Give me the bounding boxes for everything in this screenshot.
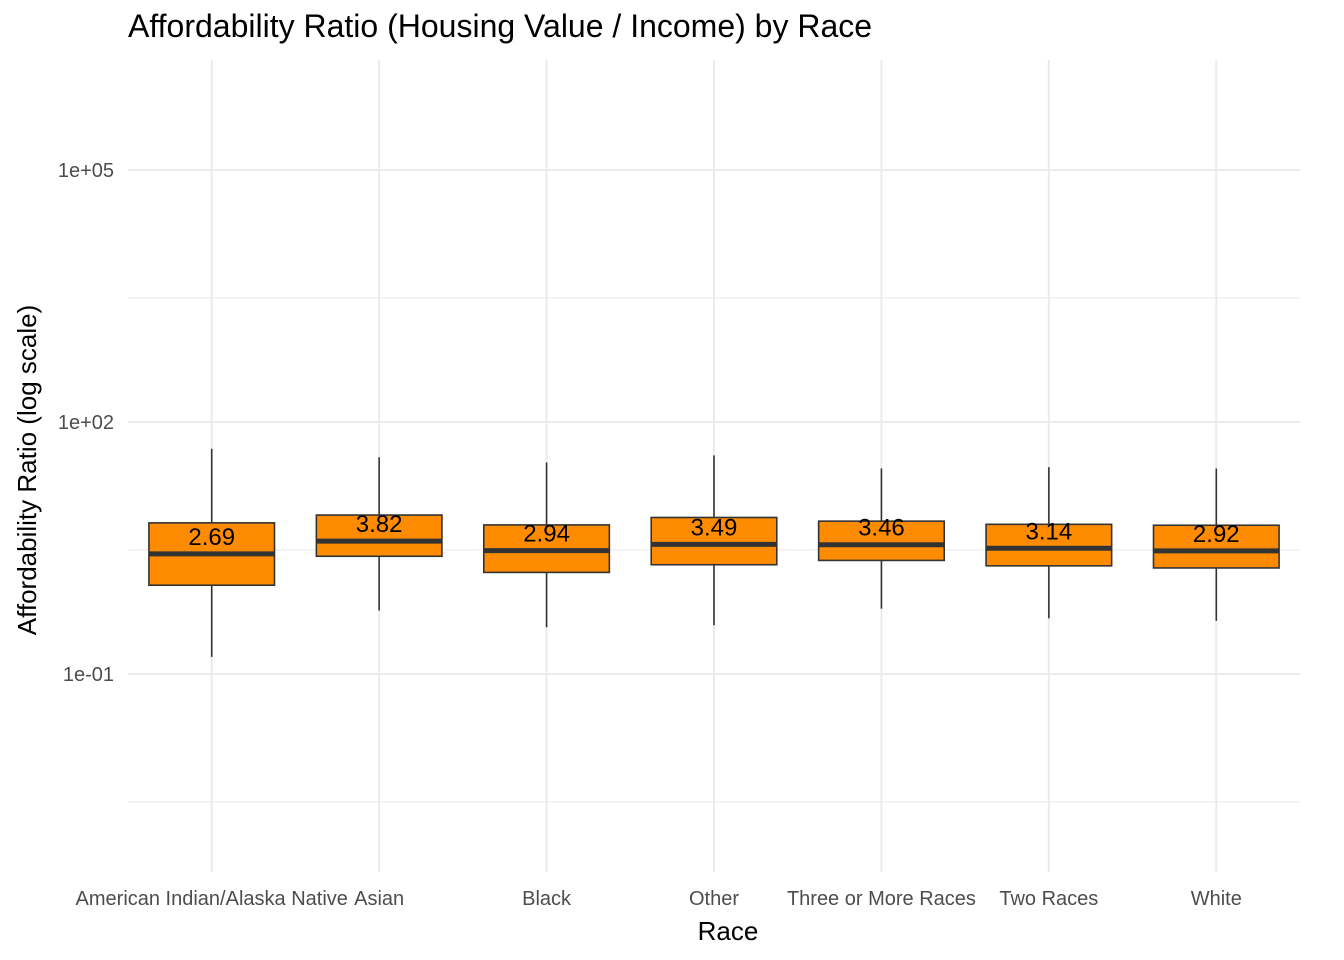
y-tick-label: 1e+02 xyxy=(58,412,114,434)
y-tick-label: 1e-01 xyxy=(63,664,114,686)
median-data-label: 3.46 xyxy=(858,515,905,542)
x-axis-title: Race xyxy=(698,916,759,946)
box xyxy=(650,516,778,566)
chart-title: Affordability Ratio (Housing Value / Inc… xyxy=(128,8,873,44)
median-data-label: 2.94 xyxy=(523,521,570,548)
box xyxy=(315,514,443,558)
x-tick-label: Asian xyxy=(354,888,404,910)
median-data-label: 2.69 xyxy=(188,524,235,551)
median-data-label: 3.14 xyxy=(1025,518,1072,545)
box xyxy=(1152,524,1280,569)
y-tick-label: 1e+05 xyxy=(58,160,114,182)
median-data-label: 3.49 xyxy=(691,514,738,541)
x-tick-label: Black xyxy=(522,888,572,910)
axis-layer: 1e-01 1e+02 1e+05 American Indian/Alaska Na… xyxy=(58,160,1242,910)
median-data-label: 2.92 xyxy=(1193,521,1240,548)
x-tick-label: Two Races xyxy=(999,888,1098,910)
label-layer: 2.69 3.82 2.94 3.49 3.46 3.14 2.92 xyxy=(188,511,1239,551)
box xyxy=(985,523,1113,567)
y-axis-title: Affordability Ratio (log scale) xyxy=(12,305,42,635)
x-tick-label: White xyxy=(1191,888,1242,910)
x-tick-label: American Indian/Alaska Native xyxy=(76,888,348,910)
x-tick-label: Other xyxy=(689,888,739,910)
box xyxy=(817,520,946,562)
x-tick-label: Three or More Races xyxy=(787,888,976,910)
median-data-label: 3.82 xyxy=(356,511,403,538)
box-layer xyxy=(148,448,1280,657)
